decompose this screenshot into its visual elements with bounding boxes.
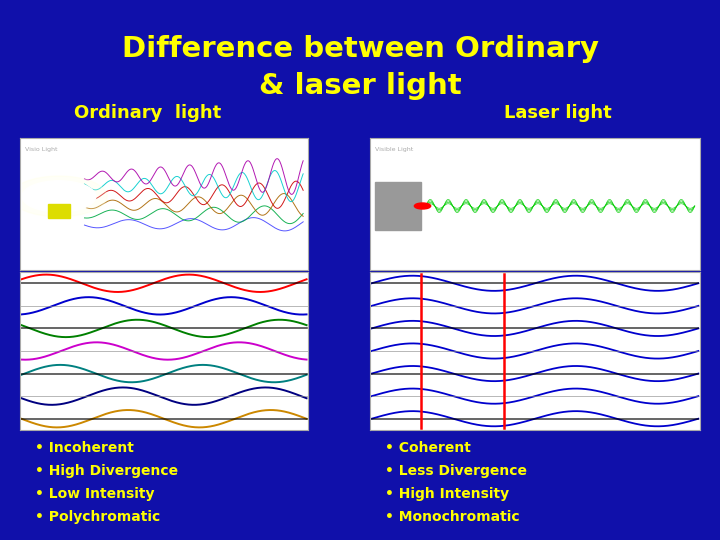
Text: • High Intensity: • High Intensity [385, 487, 509, 501]
Circle shape [415, 203, 431, 209]
Text: • Monochromatic: • Monochromatic [385, 510, 520, 524]
Text: Ordinary  light: Ordinary light [74, 104, 222, 122]
Bar [375, 182, 421, 230]
Text: Visio Light: Visio Light [24, 147, 58, 152]
Text: • Coherent: • Coherent [385, 441, 471, 455]
Text: • Incoherent: • Incoherent [35, 441, 134, 455]
Text: • High Divergence: • High Divergence [35, 464, 178, 478]
Text: • Polychromatic: • Polychromatic [35, 510, 161, 524]
Text: & laser light: & laser light [258, 72, 462, 100]
FancyBboxPatch shape [48, 204, 71, 218]
Text: • Less Divergence: • Less Divergence [385, 464, 527, 478]
Circle shape [11, 176, 107, 217]
Circle shape [22, 181, 96, 212]
Text: • Low Intensity: • Low Intensity [35, 487, 155, 501]
Text: Visible Light: Visible Light [375, 147, 413, 152]
Text: Difference between Ordinary: Difference between Ordinary [122, 35, 598, 63]
Text: Laser light: Laser light [504, 104, 612, 122]
